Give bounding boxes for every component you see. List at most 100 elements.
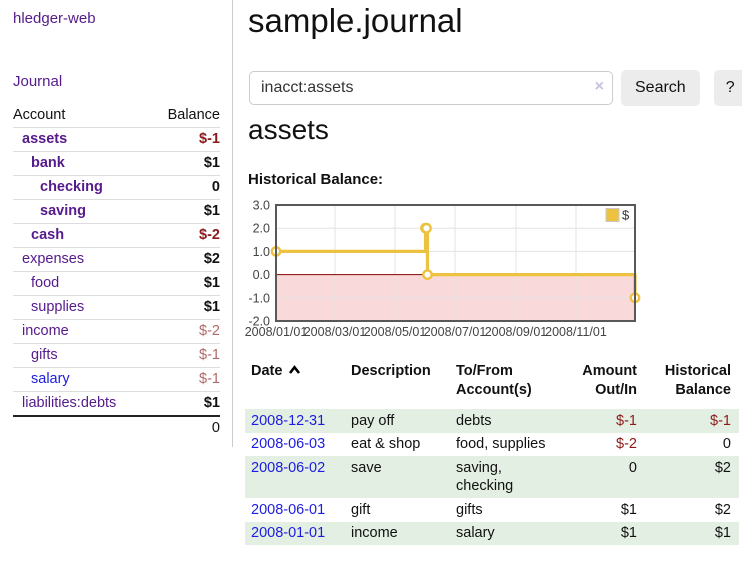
register-row: 2008-06-03 eat & shop food, supplies $-2 0 (245, 433, 739, 457)
chart-title: Historical Balance: (248, 171, 384, 188)
account-row: saving $1 (13, 199, 220, 224)
transaction-date-link[interactable]: 2008-01-01 (251, 525, 326, 541)
account-link[interactable]: bank (31, 155, 65, 171)
account-link[interactable]: saving (40, 203, 86, 219)
search-button[interactable]: Search (621, 70, 700, 106)
description-cell: pay off (351, 412, 395, 429)
account-row: cash $-2 (13, 223, 220, 248)
x-tick-label: 2008/11/01 (545, 325, 607, 339)
register-row: 2008-06-02 save saving, checking 0 $2 (245, 456, 739, 498)
account-balance: $1 (150, 271, 220, 296)
accounts-cell: debts (456, 412, 492, 429)
account-balance: $1 (150, 391, 220, 416)
account-balance: $1 (150, 151, 220, 176)
register-section: Date Description To/From Account(s) Amou… (245, 358, 739, 545)
description-cell: income (351, 525, 398, 541)
balance-chart: $3.0 2.0 1.0 0.0 -1.0 -2.0 2008/01/01 2008/03/0… (245, 198, 708, 346)
x-tick-label: 2008/03/01 (304, 325, 367, 339)
chevron-up-icon (289, 365, 301, 374)
transaction-date-link[interactable]: 2008-12-31 (251, 412, 326, 429)
account-row: checking 0 (13, 175, 220, 200)
account-balance: $1 (150, 199, 220, 224)
account-balance: 0 (150, 175, 220, 200)
amount-cell: $-1 (616, 412, 637, 429)
app-title-link[interactable]: hledger-web (13, 10, 96, 27)
transaction-date-link[interactable]: 2008-06-03 (251, 436, 326, 452)
account-link[interactable]: expenses (22, 251, 85, 267)
sidebar-item-journal[interactable]: Journal (13, 73, 63, 90)
description-cell: save (351, 459, 382, 476)
account-row: salary $-1 (13, 367, 220, 392)
description-cell: gift (351, 501, 371, 518)
account-balance: $2 (150, 247, 220, 272)
account-row: expenses $2 (13, 247, 220, 272)
account-row: assets $-1 (13, 127, 220, 152)
account-link[interactable]: food (31, 275, 60, 291)
plot-border (275, 204, 636, 322)
help-button[interactable]: ? (713, 70, 742, 106)
account-balance: $1 (150, 295, 220, 320)
accounts-cell: saving, checking (456, 459, 514, 495)
account-row: bank $1 (13, 151, 220, 176)
balance-chart-svg: $3.0 2.0 1.0 0.0 -1.0 -2.02008/01/012008/03/0… (245, 199, 641, 339)
y-tick-label: 0.0 (253, 268, 270, 282)
transaction-date-link[interactable]: 2008-06-02 (251, 459, 326, 476)
account-heading: assets (248, 114, 329, 145)
balance-cell: 0 (722, 436, 731, 452)
account-link[interactable]: gifts (31, 347, 58, 363)
register-row: 2008-06-01 gift gifts $1 $2 (245, 498, 739, 522)
accounts-total-row: 0 (13, 415, 220, 440)
y-tick-label: -2.0 (248, 315, 270, 329)
account-row: income $-2 (13, 319, 220, 344)
search-box: × (249, 71, 613, 105)
account-column-header: To/From Account(s) (456, 363, 532, 398)
clear-search-icon[interactable]: × (594, 78, 604, 95)
balance-column-header: Historical Balance (664, 363, 731, 398)
balance-column-header: Balance (167, 107, 220, 123)
account-link[interactable]: assets (22, 131, 68, 147)
transaction-date-link[interactable]: 2008-06-01 (251, 501, 326, 518)
account-row: liabilities:debts $1 (13, 391, 220, 416)
amount-cell: 0 (628, 459, 637, 476)
accounts-cell: gifts (456, 501, 483, 518)
accounts-table-header: Account Balance (13, 104, 220, 128)
register-row: 2008-12-31 pay off debts $-1 $-1 (245, 409, 739, 433)
x-tick-label: 2008/07/01 (424, 325, 487, 339)
data-point-marker (422, 269, 433, 281)
search-form: × Search ? (249, 70, 742, 106)
balance-cell: $2 (714, 459, 731, 476)
balance-cell: $1 (714, 525, 731, 541)
accounts-cell: salary (456, 525, 495, 541)
legend-swatch-icon (605, 208, 620, 222)
account-link[interactable]: checking (40, 179, 103, 195)
register-row: 2008-01-01 income salary $1 $1 (245, 521, 739, 546)
account-link[interactable]: cash (31, 227, 65, 243)
register-header-row: Date Description To/From Account(s) Amou… (245, 358, 739, 409)
x-tick-label: 2008/01/01 (245, 325, 308, 339)
x-tick-label: 2008/09/01 (485, 325, 548, 339)
account-link[interactable]: salary (31, 371, 70, 387)
search-input[interactable] (249, 71, 613, 105)
account-link[interactable]: liabilities:debts (22, 395, 117, 411)
date-cell: 2008-06-03 (245, 433, 345, 457)
balance-cell: $-1 (710, 412, 731, 429)
amount-cell: $1 (620, 501, 637, 518)
y-tick-label: 2.0 (253, 222, 270, 236)
main-content: sample.journal × Search ? assets Histori… (245, 0, 742, 582)
account-balance: $-1 (150, 343, 220, 368)
account-link[interactable]: income (22, 323, 69, 339)
amount-column-header: Amount Out/In (582, 363, 637, 398)
date-cell: 2008-01-01 (245, 522, 345, 546)
account-column-header: Account (13, 107, 66, 123)
date-column-header[interactable]: Date (245, 358, 345, 409)
account-row: supplies $1 (13, 295, 220, 320)
page-title: sample.journal (248, 2, 463, 39)
date-cell: 2008-06-01 (245, 498, 345, 522)
account-balance: $-1 (150, 367, 220, 392)
amount-cell: $1 (620, 525, 637, 541)
account-link[interactable]: supplies (31, 299, 85, 315)
accounts-table: Account Balance assets $-1 bank $1 checking 0… (13, 104, 220, 440)
y-tick-label: 1.0 (253, 245, 270, 259)
accounts-total-balance: 0 (150, 415, 220, 440)
account-balance: $-1 (150, 127, 220, 152)
